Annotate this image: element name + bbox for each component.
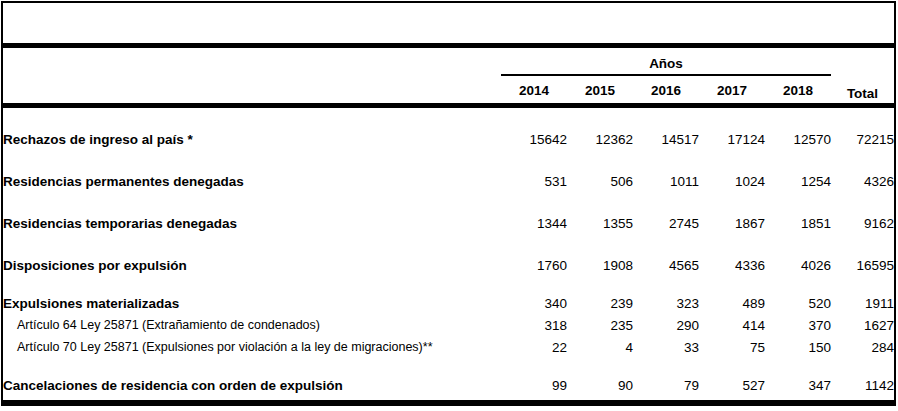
year-value-cell: 2745 — [633, 192, 699, 234]
row-total-cell: 1142 — [831, 358, 894, 396]
column-header-2017: 2017 — [699, 83, 765, 103]
year-value-cell: 17124 — [699, 108, 765, 150]
table-row: Residencias temporarias denegadas1344135… — [3, 192, 894, 234]
year-value-cell: 75 — [699, 336, 765, 358]
row-label: Disposiciones por expulsión — [3, 234, 501, 276]
year-value-cell: 1011 — [633, 150, 699, 192]
year-value-cell: 1344 — [501, 192, 567, 234]
year-value-cell: 290 — [633, 314, 699, 336]
row-label: Residencias temporarias denegadas — [3, 192, 501, 234]
table-row: Rechazos de ingreso al país *15642123621… — [3, 108, 894, 150]
row-total-cell: 16595 — [831, 234, 894, 276]
year-value-cell: 414 — [699, 314, 765, 336]
row-total-cell: 1911 — [831, 276, 894, 314]
year-value-cell: 12570 — [765, 108, 831, 150]
year-value-cell: 90 — [567, 358, 633, 396]
column-header-2016: 2016 — [633, 83, 699, 103]
year-value-cell: 235 — [567, 314, 633, 336]
year-value-cell: 12362 — [567, 108, 633, 150]
row-label: Rechazos de ingreso al país * — [3, 108, 501, 150]
year-value-cell: 370 — [765, 314, 831, 336]
year-value-cell: 506 — [567, 150, 633, 192]
row-total-cell: 284 — [831, 336, 894, 358]
column-header-2018: 2018 — [765, 83, 831, 103]
year-value-cell: 14517 — [633, 108, 699, 150]
year-value-cell: 340 — [501, 276, 567, 314]
table-row: Artículo 64 Ley 25871 (Extrañamiento de … — [3, 314, 894, 336]
year-value-cell: 323 — [633, 276, 699, 314]
row-label: Artículo 70 Ley 25871 (Expulsiones por v… — [3, 336, 501, 358]
row-label: Expulsiones materializadas — [3, 276, 501, 314]
year-value-cell: 239 — [567, 276, 633, 314]
column-headers-row: 2014 2015 2016 2017 2018 Total — [3, 76, 894, 103]
table-row: Residencias permanentes denegadas5315061… — [3, 150, 894, 192]
year-value-cell: 531 — [501, 150, 567, 192]
year-value-cell: 4 — [567, 336, 633, 358]
years-group-header: Años — [501, 56, 831, 76]
year-value-cell: 1851 — [765, 192, 831, 234]
table-row: Artículo 70 Ley 25871 (Expulsiones por v… — [3, 336, 894, 358]
row-label: Residencias permanentes denegadas — [3, 150, 501, 192]
table-rows: Rechazos de ingreso al país *15642123621… — [3, 108, 894, 396]
year-value-cell: 347 — [765, 358, 831, 396]
year-value-cell: 527 — [699, 358, 765, 396]
years-group-row: Años — [3, 48, 894, 76]
table-row: Disposiciones por expulsión1760190845654… — [3, 234, 894, 276]
year-value-cell: 22 — [501, 336, 567, 358]
row-label: Artículo 64 Ley 25871 (Extrañamiento de … — [3, 314, 501, 336]
year-value-cell: 33 — [633, 336, 699, 358]
year-value-cell: 150 — [765, 336, 831, 358]
year-value-cell: 1024 — [699, 150, 765, 192]
report-table-screenshot: Años 2014 2015 2016 2017 2018 Total Rech… — [0, 0, 898, 411]
row-total-cell: 1627 — [831, 314, 894, 336]
table-frame: Años 2014 2015 2016 2017 2018 Total Rech… — [1, 1, 896, 406]
data-table: Rechazos de ingreso al país *15642123621… — [3, 108, 894, 396]
table-row: Expulsiones materializadas34023932348952… — [3, 276, 894, 314]
column-header-2014: 2014 — [501, 83, 567, 103]
row-total-cell: 72215 — [831, 108, 894, 150]
year-value-cell: 318 — [501, 314, 567, 336]
year-value-cell: 4565 — [633, 234, 699, 276]
year-value-cell: 99 — [501, 358, 567, 396]
year-value-cell: 79 — [633, 358, 699, 396]
year-value-cell: 1355 — [567, 192, 633, 234]
year-value-cell: 1760 — [501, 234, 567, 276]
year-value-cell: 1254 — [765, 150, 831, 192]
year-value-cell: 4026 — [765, 234, 831, 276]
row-label: Cancelaciones de residencia con orden de… — [3, 358, 501, 396]
year-value-cell: 15642 — [501, 108, 567, 150]
column-header-total: Total — [831, 86, 894, 103]
year-value-cell: 4336 — [699, 234, 765, 276]
year-value-cell: 1867 — [699, 192, 765, 234]
column-header-2015: 2015 — [567, 83, 633, 103]
table-row: Cancelaciones de residencia con orden de… — [3, 358, 894, 396]
year-value-cell: 520 — [765, 276, 831, 314]
row-total-cell: 4326 — [831, 150, 894, 192]
table-caption-box — [3, 3, 894, 48]
year-value-cell: 1908 — [567, 234, 633, 276]
table-header: Años 2014 2015 2016 2017 2018 Total — [3, 48, 894, 108]
year-value-cell: 489 — [699, 276, 765, 314]
row-total-cell: 9162 — [831, 192, 894, 234]
